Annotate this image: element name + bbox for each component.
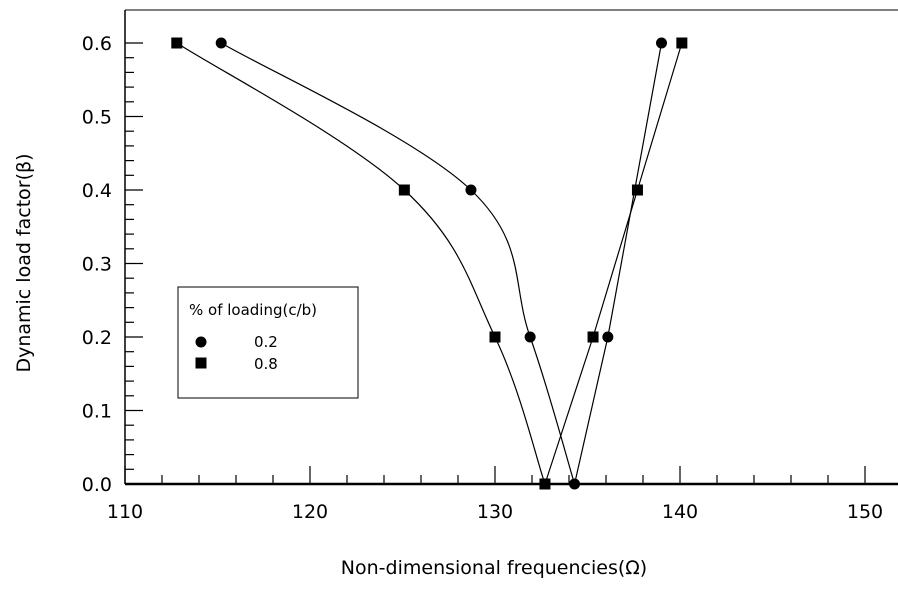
series-2-point bbox=[398, 184, 410, 196]
y-tick-label: 0.4 bbox=[82, 180, 112, 202]
y-tick-label: 0.1 bbox=[82, 401, 112, 423]
x-tick-label: 130 bbox=[477, 501, 513, 523]
series-1-point bbox=[569, 478, 581, 490]
legend-box bbox=[177, 286, 359, 399]
series-markers bbox=[171, 37, 688, 490]
series-2-point bbox=[171, 37, 183, 49]
series-2-curve-ascending bbox=[544, 42, 683, 485]
axes: 110 120 130 140 150 0.0 0.1 0.2 0.3 0.4 0.5 0.6 bbox=[82, 9, 898, 523]
legend-marker-square bbox=[195, 357, 207, 369]
y-tick-label: 0.0 bbox=[82, 474, 112, 496]
series-1-point bbox=[656, 37, 667, 49]
legend-label-series-2: 0.8 bbox=[254, 355, 278, 373]
series-1-point bbox=[524, 331, 536, 343]
y-tick-label: 0.6 bbox=[82, 33, 112, 55]
series-2-point bbox=[539, 478, 551, 490]
y-axis-title: Dynamic load factor(β) bbox=[13, 153, 35, 372]
y-tick-label: 0.2 bbox=[82, 327, 112, 349]
series-1-curve-descending bbox=[220, 42, 576, 485]
x-tick-label: 150 bbox=[847, 501, 883, 523]
series-2-point bbox=[676, 37, 688, 49]
x-tick-label: 110 bbox=[107, 501, 143, 523]
legend: % of loading(c/b) 0.2 0.8 bbox=[177, 286, 359, 399]
legend-title: % of loading(c/b) bbox=[189, 301, 317, 319]
legend-marker-circle bbox=[195, 336, 207, 348]
series-1-point bbox=[602, 331, 614, 343]
x-axis-title: Non-dimensional frequencies(Ω) bbox=[341, 557, 647, 579]
series-1-point bbox=[215, 37, 227, 49]
series-2-point bbox=[489, 331, 501, 343]
series-1-point bbox=[465, 184, 477, 196]
y-tick-label: 0.3 bbox=[82, 254, 112, 276]
x-tick-label: 140 bbox=[662, 501, 698, 523]
series-2-point bbox=[631, 184, 643, 196]
series-2-curve-descending bbox=[176, 42, 546, 485]
legend-label-series-1: 0.2 bbox=[254, 333, 278, 351]
y-tick-label: 0.5 bbox=[82, 107, 112, 129]
series-curves bbox=[176, 42, 683, 485]
x-tick-label: 120 bbox=[292, 501, 328, 523]
series-2-point bbox=[587, 331, 599, 343]
